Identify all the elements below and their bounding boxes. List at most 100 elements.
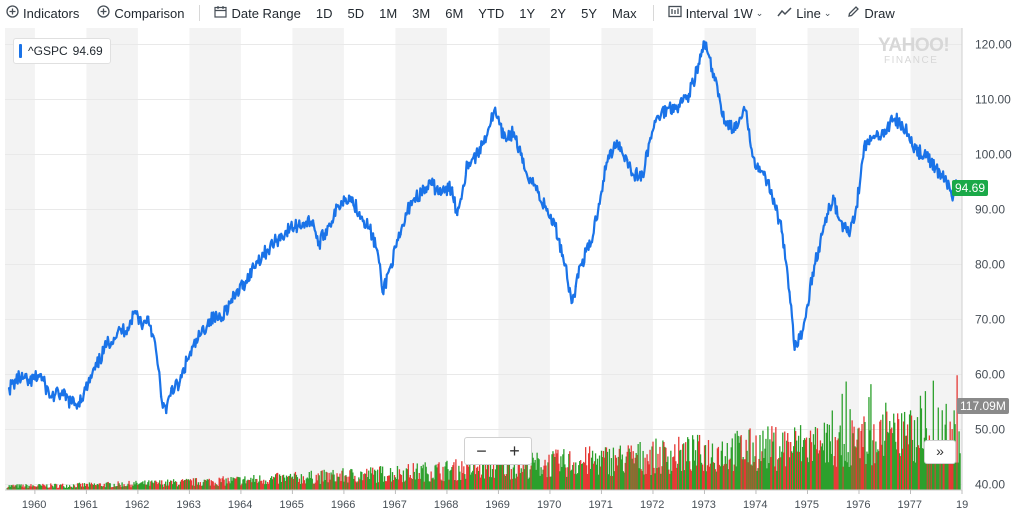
volume-bar xyxy=(350,468,352,490)
range-1y-button[interactable]: 1Y xyxy=(519,5,536,21)
volume-bar xyxy=(892,433,894,490)
volume-bar xyxy=(446,460,448,490)
x-tick-label: 1965 xyxy=(279,499,303,511)
volume-bar xyxy=(88,482,91,490)
volume-bar xyxy=(742,457,744,490)
volume-bar xyxy=(777,459,779,490)
volume-bar xyxy=(324,480,326,490)
interval-icon xyxy=(667,5,682,21)
volume-bar xyxy=(223,479,225,490)
volume-bar xyxy=(908,414,911,490)
date-range-button[interactable]: Date Range xyxy=(214,5,301,21)
volume-bar xyxy=(575,462,577,490)
data-point xyxy=(141,323,145,327)
volume-bar xyxy=(582,463,584,490)
volume-bar xyxy=(22,484,24,490)
volume-bar xyxy=(288,475,291,490)
data-point xyxy=(134,310,137,313)
volume-bar xyxy=(134,484,136,490)
volume-bar xyxy=(276,472,279,490)
volume-bar xyxy=(444,466,446,490)
volume-bar xyxy=(890,429,892,490)
volume-bar xyxy=(805,437,808,490)
range-1d-button[interactable]: 1D xyxy=(315,5,333,21)
volume-bar xyxy=(398,469,401,490)
volume-bar xyxy=(109,483,111,490)
volume-bar xyxy=(567,467,569,490)
volume-bar xyxy=(270,477,272,490)
volume-bar xyxy=(932,380,934,490)
range-3m-button[interactable]: 3M xyxy=(412,5,431,21)
data-point xyxy=(229,301,232,305)
interval-dropdown[interactable]: Interval 1W ⌄ xyxy=(667,5,763,21)
legend[interactable]: ^GSPC 94.69 xyxy=(13,38,111,64)
volume-bar xyxy=(325,471,327,490)
volume-bar xyxy=(173,482,176,490)
comparison-button[interactable]: Comparison xyxy=(97,5,184,21)
volume-bar xyxy=(316,480,318,490)
volume-bar xyxy=(281,475,284,490)
volume-bar xyxy=(146,484,148,490)
range-max-button[interactable]: Max xyxy=(612,5,637,21)
volume-bar xyxy=(59,485,61,490)
x-tick-label: 1966 xyxy=(331,499,355,511)
volume-bar xyxy=(148,480,150,490)
volume-bar xyxy=(264,484,266,490)
volume-bar xyxy=(773,432,775,490)
volume-bar xyxy=(786,440,788,490)
volume-bar xyxy=(169,480,172,490)
data-point xyxy=(126,326,129,329)
volume-bar xyxy=(257,483,259,490)
volume-bar xyxy=(218,477,220,490)
data-point xyxy=(855,205,858,208)
volume-bar xyxy=(386,475,389,490)
volume-bar xyxy=(249,480,251,490)
volume-bar xyxy=(157,484,159,490)
range-5d-button[interactable]: 5D xyxy=(347,5,365,21)
volume-bar xyxy=(71,487,74,490)
volume-bar xyxy=(76,483,79,490)
range-1m-button[interactable]: 1M xyxy=(379,5,398,21)
range-6m-button[interactable]: 6M xyxy=(445,5,464,21)
volume-bar xyxy=(800,461,803,490)
volume-bar xyxy=(472,470,474,490)
volume-bar xyxy=(760,461,762,490)
volume-bar xyxy=(411,479,413,490)
volume-bar xyxy=(112,487,114,490)
indicators-button[interactable]: Indicators xyxy=(6,5,79,21)
volume-bar xyxy=(40,485,42,490)
data-point xyxy=(798,337,801,340)
draw-button[interactable]: Draw xyxy=(847,5,895,21)
data-point xyxy=(82,392,86,395)
volume-bar xyxy=(419,478,421,490)
volume-bar xyxy=(685,442,687,490)
volume-bar xyxy=(704,445,707,490)
volume-bar xyxy=(708,466,711,490)
volume-bar xyxy=(362,480,364,490)
zoom-out-button[interactable]: − xyxy=(476,441,487,461)
volume-bar xyxy=(673,456,675,490)
series-swatch xyxy=(19,44,22,58)
range-ytd-button[interactable]: YTD xyxy=(478,5,505,21)
volume-bar xyxy=(896,449,898,490)
volume-bar xyxy=(450,469,452,490)
volume-bar xyxy=(881,444,883,490)
volume-bar xyxy=(689,461,691,490)
zoom-in-button[interactable]: + xyxy=(509,441,520,461)
volume-bar xyxy=(181,479,184,490)
volume-bar xyxy=(70,486,73,490)
volume-bar xyxy=(272,476,275,490)
scroll-to-end-button[interactable]: » xyxy=(924,440,956,464)
data-point xyxy=(641,175,644,178)
volume-bar xyxy=(491,468,494,490)
volume-bar xyxy=(613,471,616,490)
year-band xyxy=(395,28,447,490)
price-chart[interactable]: 40.00 50.00 60.00 70.00 80.00 90.00 100.00 110.… xyxy=(0,28,1024,516)
range-2y-button[interactable]: 2Y xyxy=(550,5,567,21)
data-point xyxy=(626,158,629,162)
volume-bar xyxy=(277,483,280,490)
volume-bar xyxy=(356,482,358,490)
range-5y-button[interactable]: 5Y xyxy=(581,5,598,21)
chart-type-dropdown[interactable]: Line ⌄ xyxy=(777,6,831,21)
volume-bar xyxy=(117,481,119,490)
